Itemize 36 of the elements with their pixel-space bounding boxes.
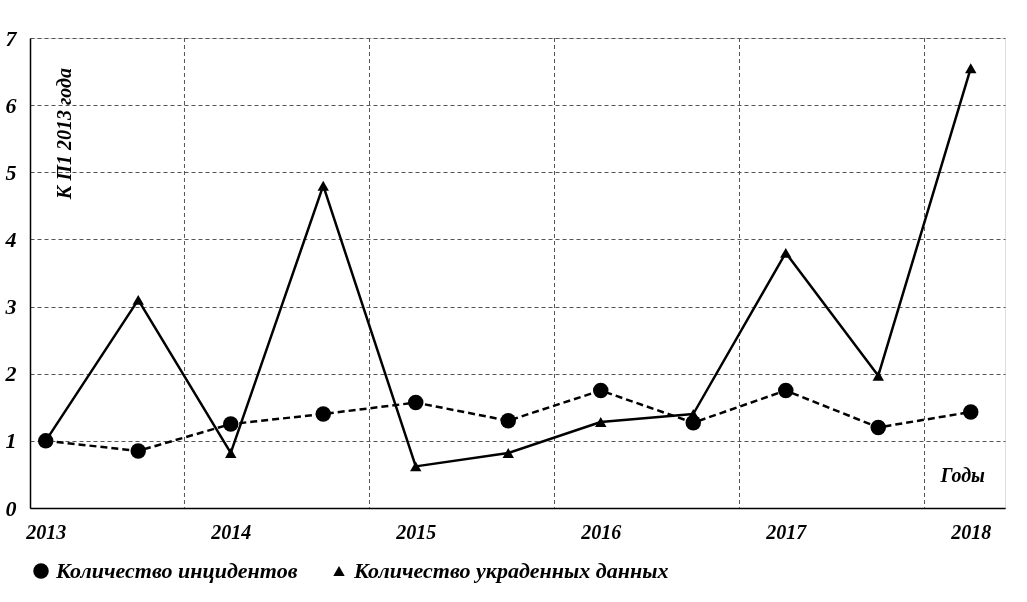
- x-axis-title: Годы: [939, 464, 986, 486]
- x-tick-label: 2013: [25, 520, 67, 543]
- point: [502, 448, 514, 458]
- x-tick-label: 2016: [580, 520, 622, 543]
- x-tick-label: 2017: [765, 520, 808, 543]
- point: [965, 63, 977, 74]
- point: [500, 412, 516, 429]
- point: [132, 294, 144, 305]
- legend-label: Количество украденных данных: [353, 558, 669, 583]
- point: [870, 419, 887, 436]
- point: [408, 394, 424, 411]
- y-tick-label: 4: [4, 226, 17, 252]
- point: [410, 461, 422, 472]
- y-tick-label: 2: [4, 361, 17, 387]
- x-tick-label: 2015: [395, 520, 437, 543]
- point: [595, 417, 607, 427]
- point: [222, 416, 239, 432]
- x-tick-label: 2018: [950, 520, 992, 543]
- y-tick-label: 7: [5, 25, 18, 51]
- point: [963, 404, 979, 420]
- x-tick-label: 2014: [210, 520, 252, 543]
- y-axis-title: К П1 2013 года: [53, 68, 75, 201]
- point: [872, 370, 884, 381]
- point: [317, 180, 329, 191]
- point: [780, 247, 792, 258]
- y-tick-label: 5: [5, 159, 17, 185]
- y-tick-label: 3: [4, 294, 17, 320]
- point: [778, 382, 794, 399]
- point: [593, 382, 609, 399]
- y-tick-label: 0: [5, 495, 17, 521]
- point: [225, 448, 237, 458]
- y-tick-label: 6: [5, 92, 17, 118]
- point: [315, 406, 331, 422]
- y-tick-label: 1: [5, 428, 17, 454]
- legend-label: Количество инцидентов: [55, 558, 298, 583]
- point: [130, 443, 146, 459]
